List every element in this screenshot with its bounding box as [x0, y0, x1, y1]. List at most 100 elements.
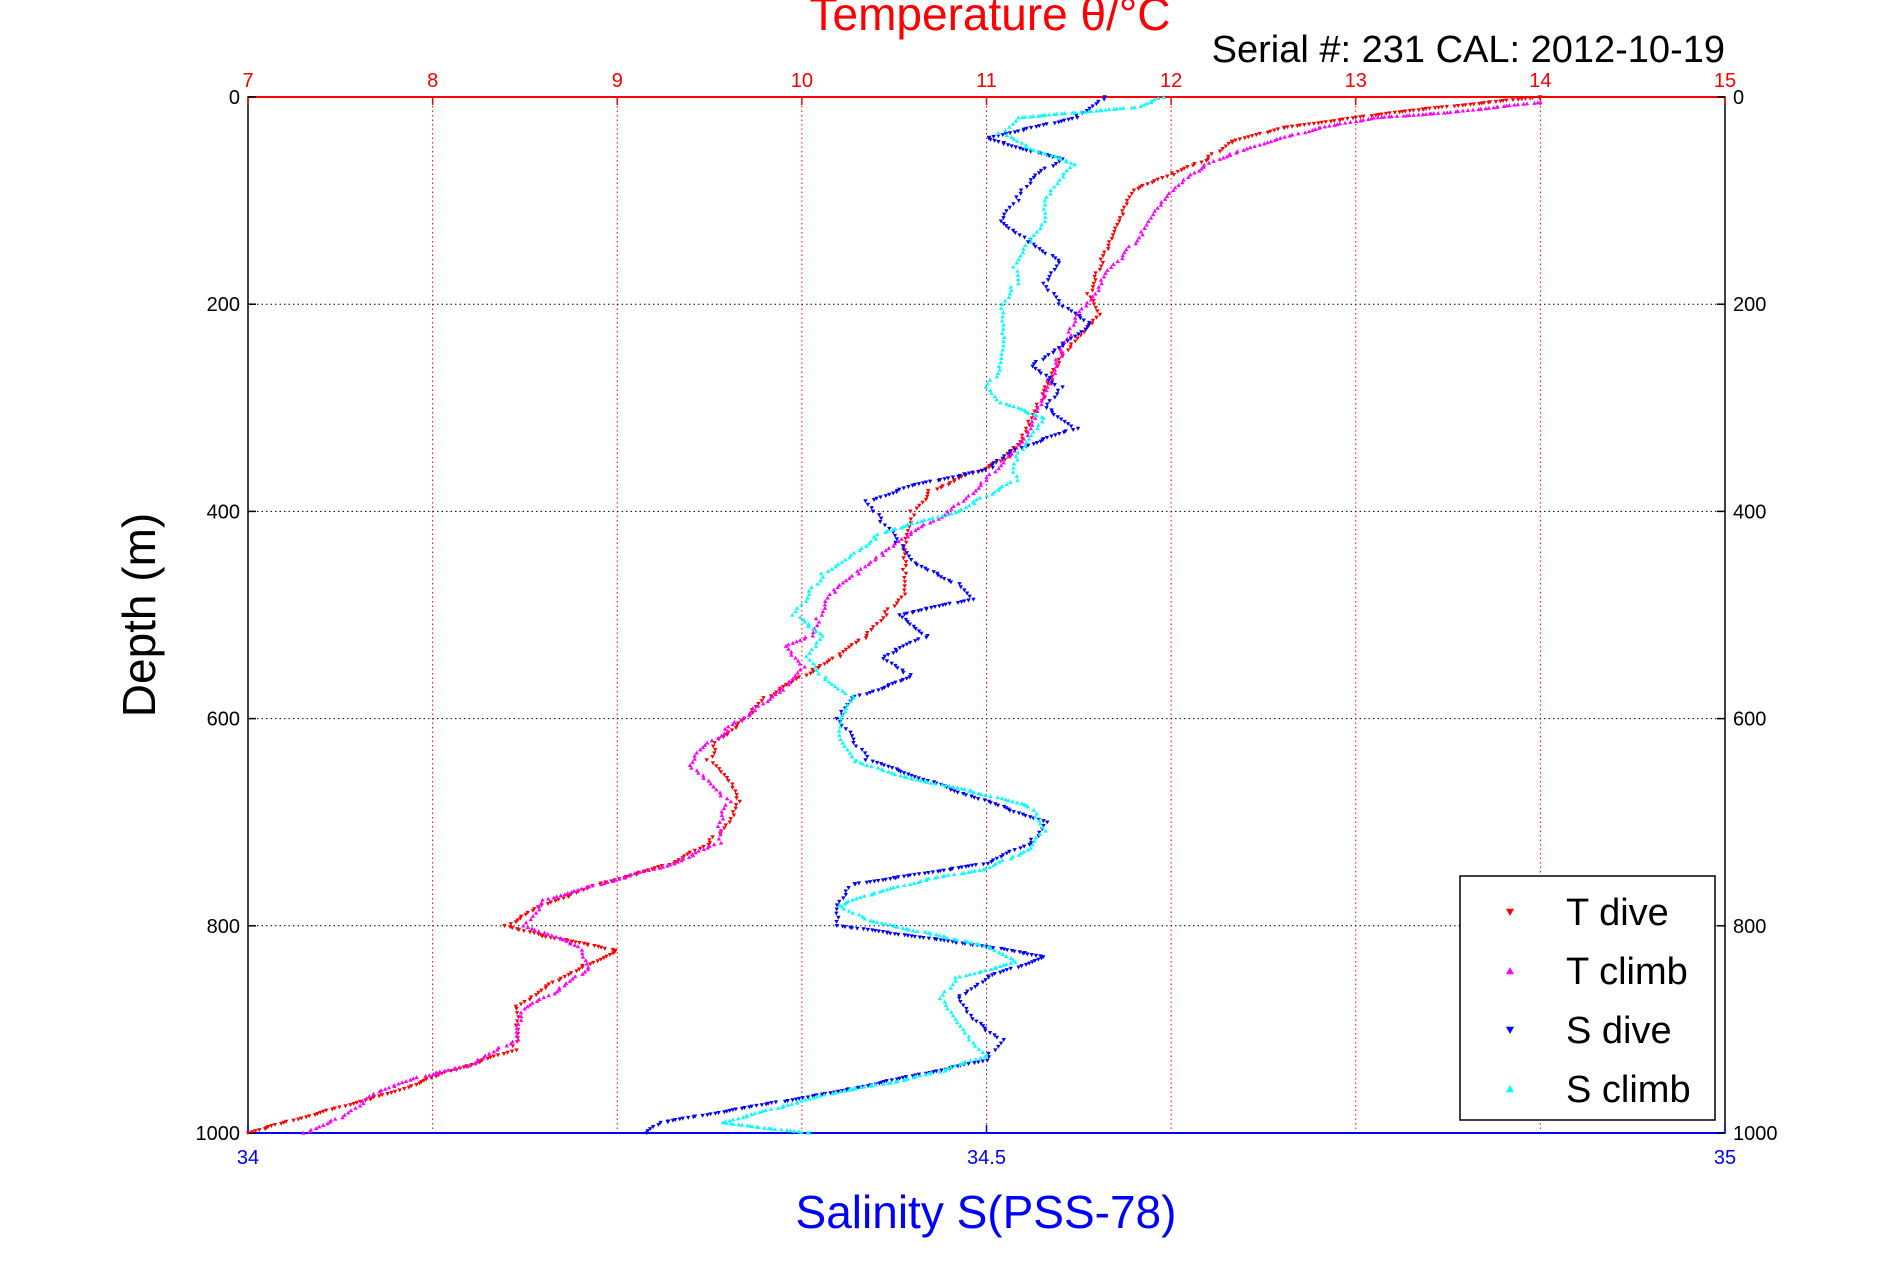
data-point — [915, 777, 920, 782]
data-point — [1057, 155, 1062, 160]
data-point — [1206, 154, 1211, 159]
data-point — [1037, 832, 1043, 837]
data-point — [999, 351, 1004, 356]
data-point — [941, 868, 947, 873]
data-point — [1115, 259, 1120, 264]
data-point — [385, 1092, 390, 1096]
data-point — [953, 975, 958, 980]
data-point — [581, 941, 587, 946]
data-point — [485, 1056, 490, 1061]
data-point — [421, 1078, 427, 1083]
data-point — [423, 1073, 428, 1078]
data-point — [1011, 228, 1016, 233]
data-point — [795, 658, 801, 663]
data-point — [892, 604, 897, 609]
data-point — [990, 946, 996, 951]
data-point — [977, 495, 983, 500]
data-point — [830, 656, 835, 661]
data-point — [411, 1076, 416, 1081]
data-point — [952, 1063, 958, 1068]
data-point — [1052, 184, 1057, 189]
data-point — [1079, 306, 1084, 311]
data-point — [752, 708, 758, 713]
data-point — [804, 673, 809, 678]
data-point — [1059, 353, 1064, 358]
data-point — [881, 616, 886, 621]
data-point — [957, 996, 962, 1001]
data-point — [868, 918, 873, 923]
data-point — [969, 863, 975, 868]
data-point — [780, 687, 786, 692]
data-point — [1278, 135, 1283, 140]
data-point — [1101, 97, 1107, 102]
data-point — [1009, 134, 1014, 139]
data-point — [1445, 110, 1450, 115]
data-point — [876, 513, 882, 518]
data-point — [727, 820, 732, 825]
data-point — [1001, 804, 1007, 809]
data-point — [959, 786, 964, 791]
data-point — [840, 740, 845, 745]
data-point — [994, 458, 999, 463]
data-point — [1047, 154, 1052, 159]
data-point — [809, 647, 815, 652]
data-point — [804, 654, 809, 659]
data-point — [1136, 186, 1141, 191]
data-point — [835, 562, 841, 567]
data-point — [1237, 137, 1243, 142]
data-point — [905, 620, 910, 625]
data-point — [722, 1110, 727, 1115]
data-point — [910, 928, 916, 933]
data-point — [1375, 115, 1381, 120]
data-point — [321, 1123, 326, 1127]
data-point — [1411, 108, 1416, 113]
data-point — [1052, 367, 1058, 372]
legend-marker — [1506, 1026, 1514, 1034]
data-point — [823, 674, 828, 679]
data-point — [912, 872, 917, 877]
data-point — [819, 1092, 825, 1097]
data-point — [1002, 457, 1008, 462]
data-point — [1025, 240, 1031, 245]
data-point — [966, 870, 971, 875]
data-point — [1042, 219, 1048, 224]
data-point — [1078, 316, 1083, 321]
data-point — [508, 1041, 514, 1046]
data-point — [916, 637, 921, 642]
data-point — [253, 1129, 258, 1134]
data-point — [975, 982, 980, 987]
data-point — [956, 866, 961, 871]
data-point — [1155, 177, 1161, 182]
data-point — [1086, 323, 1092, 328]
data-point — [945, 509, 950, 514]
data-point — [1019, 446, 1024, 451]
data-point — [1001, 216, 1006, 221]
data-point — [1296, 131, 1301, 136]
data-point — [834, 907, 839, 912]
data-point — [1063, 158, 1069, 163]
data-point — [389, 1090, 394, 1095]
data-point — [1146, 219, 1151, 224]
top-tick-label: 14 — [1529, 70, 1551, 92]
data-point — [722, 773, 727, 778]
top-tick-label: 15 — [1714, 70, 1736, 92]
data-point — [1034, 413, 1039, 418]
data-point — [431, 1072, 436, 1077]
data-point — [915, 526, 921, 531]
data-point — [516, 1015, 521, 1020]
data-point — [752, 1111, 758, 1116]
data-point — [1008, 960, 1014, 965]
data-point — [1004, 482, 1009, 486]
data-point — [528, 995, 534, 1000]
data-point — [1051, 350, 1056, 355]
data-point — [530, 1000, 535, 1005]
data-point — [992, 489, 997, 494]
data-point — [1098, 107, 1103, 112]
data-point — [926, 930, 932, 935]
data-point — [516, 1022, 521, 1026]
data-point — [978, 1055, 983, 1060]
data-point — [869, 764, 874, 769]
data-point — [361, 1101, 366, 1106]
data-point — [891, 491, 896, 496]
data-point — [354, 1100, 359, 1105]
